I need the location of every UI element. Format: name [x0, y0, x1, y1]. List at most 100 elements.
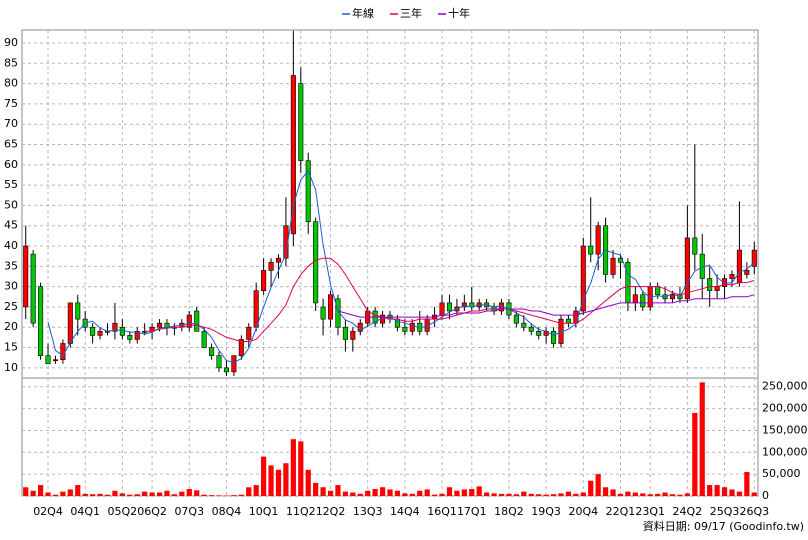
volume-bar	[127, 494, 133, 496]
x-tick-label: 02Q4	[33, 505, 63, 518]
volume-bar	[290, 439, 296, 496]
x-tick-label: 25Q3	[710, 505, 740, 518]
x-tick-label: 06Q2	[137, 505, 167, 518]
x-tick-label: 18Q2	[494, 505, 524, 518]
x-tick-label: 08Q4	[212, 505, 242, 518]
volume-bar	[357, 493, 363, 496]
candle-body	[275, 257, 282, 263]
y-tick-label: 25	[4, 300, 18, 313]
volume-bar	[744, 471, 750, 496]
y-tick-label: 250,000	[762, 380, 808, 393]
volume-bar	[379, 487, 386, 496]
y-tick-label: 45	[4, 219, 18, 232]
candle-body	[461, 302, 467, 308]
volume-bar	[684, 493, 690, 496]
candle-body	[736, 249, 742, 283]
volume-bar	[602, 487, 609, 496]
legend-label: 年線	[352, 6, 374, 20]
y-tick-label: 50	[4, 198, 18, 211]
candle-body	[744, 270, 750, 275]
volume-bar	[625, 491, 631, 496]
volume-bar	[506, 493, 512, 496]
x-tick-label: 20Q4	[568, 505, 598, 518]
volume-bar	[521, 491, 527, 496]
x-tick-label: 19Q3	[531, 505, 561, 518]
volume-bar	[573, 493, 579, 496]
y-tick-label: 15	[4, 341, 18, 354]
candle-body	[528, 326, 534, 332]
volume-bar	[632, 492, 638, 496]
volume-bar	[238, 494, 244, 496]
x-tick-label: 24Q2	[673, 505, 703, 518]
candle-body	[90, 326, 96, 336]
volume-bar	[134, 494, 140, 496]
volume-bar	[536, 494, 542, 496]
candle-body	[231, 355, 237, 373]
y-tick-label: 60	[4, 158, 18, 171]
volume-bar	[253, 485, 259, 496]
volume-bar	[82, 493, 88, 496]
volume-bar	[194, 490, 200, 496]
candle-body	[669, 294, 676, 300]
candle-body	[246, 326, 252, 340]
candle-body	[97, 331, 103, 336]
y-tick-label: 150,000	[762, 423, 808, 436]
volume-bar	[313, 482, 319, 496]
volume-bar	[30, 490, 36, 496]
volume-bar	[751, 492, 757, 496]
x-tick-label: 23Q1	[635, 505, 665, 518]
candle-body	[640, 294, 646, 308]
volume-bar	[714, 485, 720, 496]
volume-bar	[67, 489, 73, 496]
volume-bar	[721, 487, 728, 496]
candle-body	[610, 257, 616, 275]
footnote: 資料日期: 09/17 (Goodinfo.tw)	[643, 519, 804, 533]
x-tick-label: 13Q3	[353, 505, 383, 518]
volume-bar	[305, 469, 311, 496]
volume-bar	[736, 491, 743, 496]
volume-bar	[261, 456, 267, 496]
candle-body	[127, 335, 133, 340]
x-tick-label: 11Q2	[286, 505, 316, 518]
legend-label: 三年	[400, 6, 422, 20]
candle-body	[684, 237, 690, 300]
volume-bar	[432, 494, 438, 496]
candle-body	[313, 221, 319, 304]
volume-bar	[417, 490, 423, 496]
volume-bar	[484, 492, 490, 496]
volume-bar	[327, 490, 334, 496]
candle-body	[580, 245, 586, 312]
x-tick-label: 05Q2	[108, 505, 138, 518]
candle-body	[513, 314, 519, 324]
y-tick-label: 85	[4, 56, 18, 69]
candle-body	[75, 302, 81, 320]
volume-bar	[342, 491, 348, 496]
y-tick-label: 40	[4, 239, 18, 252]
volume-bar	[23, 487, 29, 496]
volume-bar	[387, 489, 393, 496]
candle-body	[194, 310, 200, 332]
candle-body	[327, 294, 334, 320]
volume-bar	[208, 495, 215, 496]
volume-bar	[699, 382, 705, 496]
candle-body	[216, 355, 222, 369]
x-tick-label: 26Q3	[739, 505, 769, 518]
y-tick-label: 50,000	[762, 467, 801, 480]
candle-body	[112, 322, 118, 332]
x-tick-label: 12Q2	[316, 505, 346, 518]
x-tick-label: 04Q1	[70, 505, 100, 518]
volume-bar	[372, 489, 378, 496]
candle-body	[357, 322, 363, 332]
volume-bar	[498, 493, 505, 496]
candle-body	[30, 253, 36, 324]
volume-bar	[439, 493, 445, 496]
volume-bar	[669, 494, 676, 496]
candle-body	[707, 278, 713, 291]
volume-bar	[335, 485, 341, 496]
candle-body	[52, 359, 58, 362]
y-tick-label: 65	[4, 138, 18, 151]
volume-bar	[610, 489, 616, 496]
candle-body	[298, 83, 304, 162]
y-tick-label: 70	[4, 117, 18, 130]
